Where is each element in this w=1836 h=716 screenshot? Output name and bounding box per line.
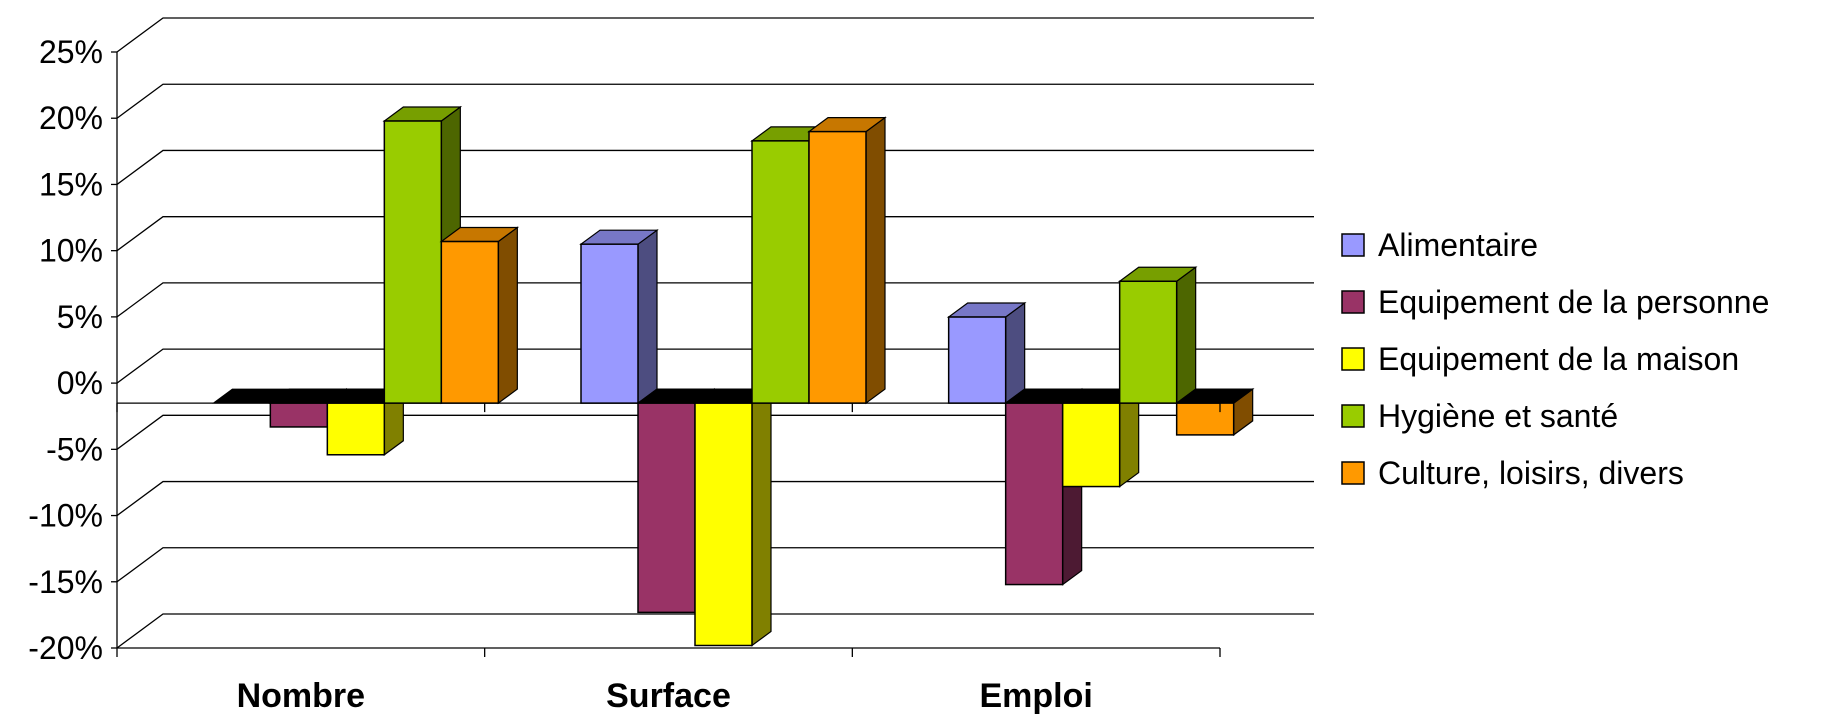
legend-label: Equipement de la maison xyxy=(1378,341,1739,377)
legend-swatch xyxy=(1341,290,1365,314)
bar xyxy=(439,226,520,405)
legend-swatch xyxy=(1341,461,1365,485)
legend-swatch xyxy=(1341,404,1365,428)
y-tick-label: -10% xyxy=(28,498,103,534)
y-tick-label: -15% xyxy=(28,564,103,600)
gridline xyxy=(116,282,1314,318)
y-tick-label: 15% xyxy=(39,166,103,202)
gridline xyxy=(116,17,1314,53)
axes xyxy=(116,52,1221,657)
legend-label: Culture, loisirs, divers xyxy=(1378,455,1684,491)
bar xyxy=(579,228,659,405)
y-tick-label: 20% xyxy=(39,100,103,136)
bars xyxy=(211,105,1255,647)
category-label: Surface xyxy=(606,677,731,715)
bar xyxy=(807,116,887,405)
y-tick-label: 5% xyxy=(57,299,103,335)
y-tick-label: 0% xyxy=(57,365,103,401)
legend-label: Alimentaire xyxy=(1378,227,1538,263)
legend-label: Equipement de la personne xyxy=(1378,284,1769,320)
gridline xyxy=(116,149,1314,185)
gridlines xyxy=(116,17,1314,649)
legend-label: Hygiène et santé xyxy=(1378,398,1618,434)
legend: Alimentaire Equipement de la personne Equi… xyxy=(1341,227,1769,491)
legend-swatch xyxy=(1341,347,1365,371)
bar xyxy=(1117,266,1198,405)
y-axis-ticks: 25% 20% 15% 10% 5% 0% -5% -10% -15% -20% xyxy=(28,34,117,666)
legend-swatch xyxy=(1341,233,1365,257)
gridline xyxy=(116,480,1314,517)
gridline xyxy=(116,547,1314,583)
y-tick-label: 10% xyxy=(39,233,103,269)
category-label: Emploi xyxy=(979,677,1092,715)
bar xyxy=(693,387,773,647)
bar xyxy=(1174,387,1255,437)
bar xyxy=(946,301,1027,405)
y-tick-label: -5% xyxy=(46,431,103,467)
gridline xyxy=(116,348,1314,384)
y-tick-label: 25% xyxy=(39,34,103,70)
x-axis-categories: Nombre Surface Emploi xyxy=(237,677,1093,715)
gridline xyxy=(116,414,1314,450)
gridline xyxy=(116,613,1314,649)
bar xyxy=(325,387,406,456)
category-label: Nombre xyxy=(237,677,365,715)
y-tick-label: -20% xyxy=(28,630,103,666)
gridline xyxy=(116,83,1314,119)
gridline xyxy=(116,216,1314,252)
